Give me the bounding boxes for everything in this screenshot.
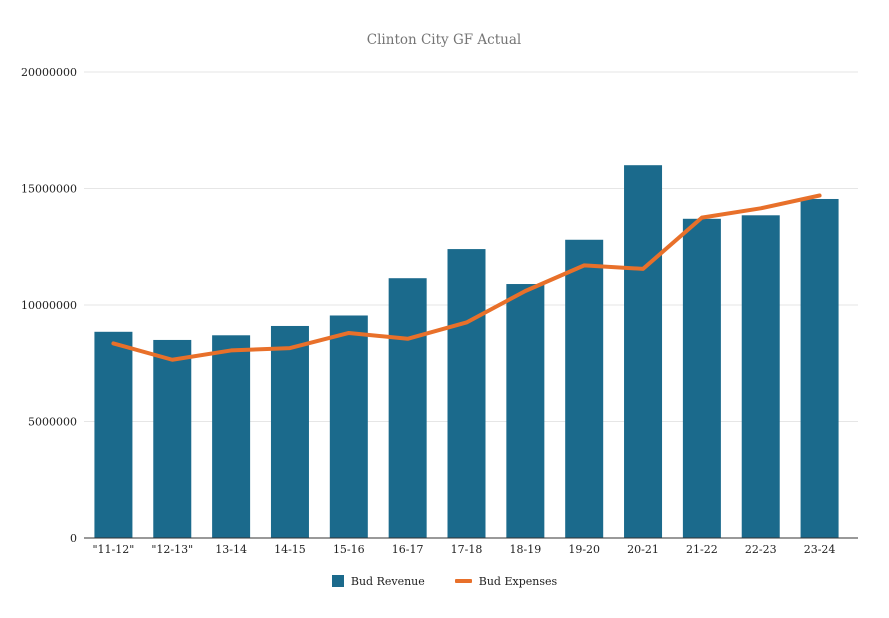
x-tick-label: 22-23 [745,543,777,556]
revenue-square-icon [331,575,344,587]
x-tick-label: "11-12" [93,543,135,556]
x-tick-label: 21-22 [686,543,718,556]
revenue-bar [624,165,663,538]
y-axis-labels: 0 5000000 10000000 15000000 20000000 [21,66,77,545]
y-tick-label: 5000000 [28,416,77,429]
legend-label-expenses: Bud Expenses [478,574,558,588]
y-tick-label: 15000000 [21,183,77,196]
x-tick-label: 19-20 [568,543,600,556]
expenses-line [111,193,822,362]
x-tick-label: 16-17 [392,543,424,556]
revenue-bar [447,249,486,538]
y-tick-label: 10000000 [21,299,77,312]
x-tick-label: 13-14 [215,543,247,556]
revenue-bar [565,239,604,538]
legend-label-revenue: Bud Revenue [350,574,425,588]
y-tick-label: 20000000 [21,66,77,79]
x-tick-label: 14-15 [274,543,306,556]
revenue-bar [682,218,721,539]
legend-item-bud-revenue: Bud Revenue [331,574,425,588]
legend-item-bud-expenses: Bud Expenses [454,574,558,588]
revenue-bar [329,315,368,538]
revenue-bar [153,339,192,538]
revenue-bar [741,215,780,539]
x-tick-label: 15-16 [333,543,365,556]
x-tick-label: 17-18 [451,543,483,556]
x-tick-label: 23-24 [804,543,836,556]
revenue-bar [800,198,839,539]
bars-layer [94,165,839,539]
legend: Bud Revenue Bud Expenses [0,571,889,591]
expenses-line-layer [111,193,822,362]
x-tick-label: "12-13" [151,543,193,556]
revenue-bar [212,335,251,538]
revenue-bar [94,331,133,538]
revenue-bar [270,325,309,538]
x-tick-label: 18-19 [509,543,541,556]
x-axis-labels: "11-12" "12-13" 13-14 14-15 15-16 16-17 17-18 1… [93,543,836,556]
revenue-bar [506,284,545,538]
x-tick-label: 20-21 [627,543,659,556]
expenses-dash-icon [454,579,472,583]
chart-title: Clinton City GF Actual [367,32,521,48]
revenue-bar [388,278,427,538]
y-tick-label: 0 [70,532,77,545]
